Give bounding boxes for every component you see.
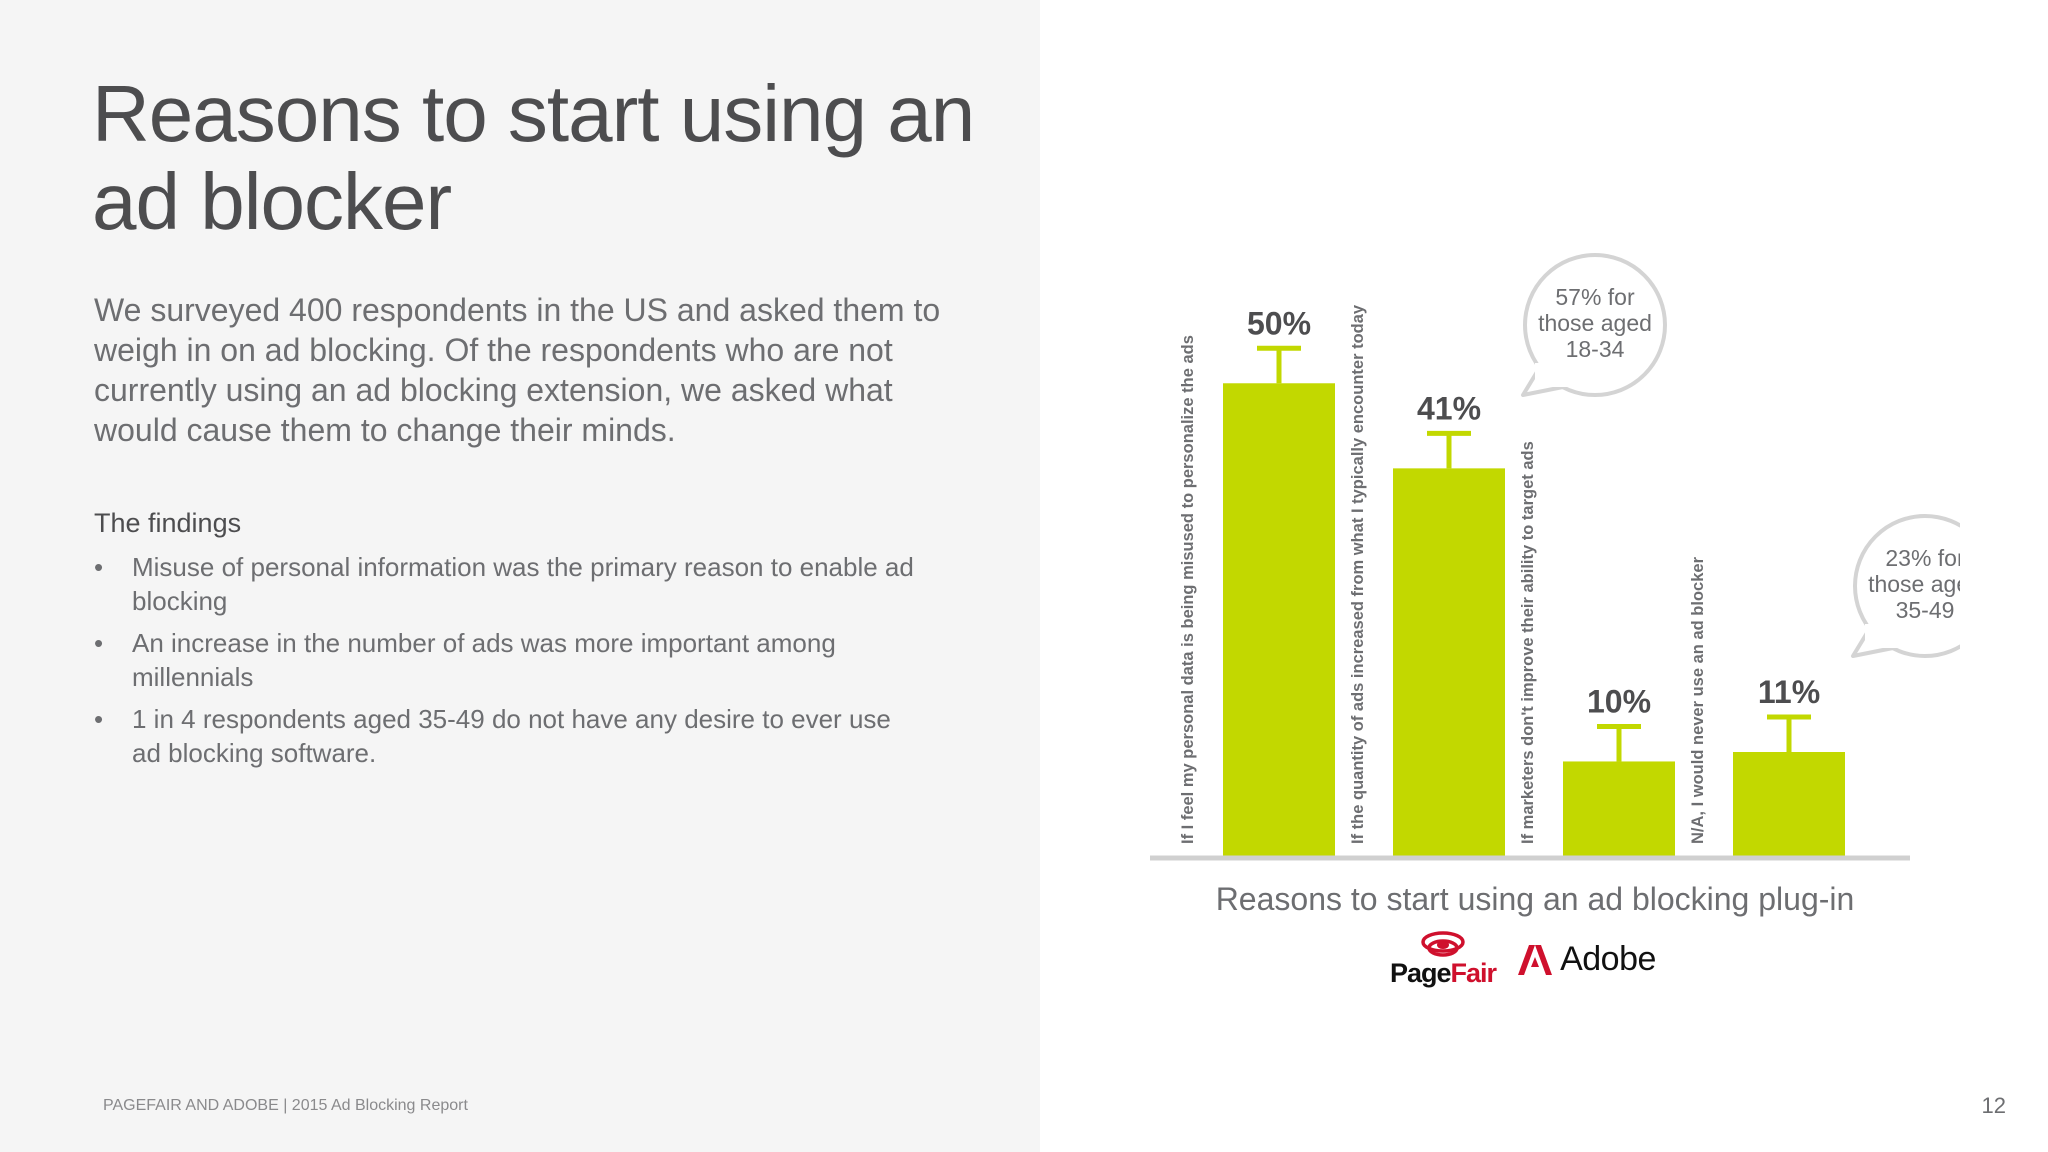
chart-title: Reasons to start using an ad blocking pl… xyxy=(1216,881,1855,917)
callout-mask xyxy=(1865,624,1899,648)
page-number: 12 xyxy=(1981,1093,2006,1118)
category-label: If I feel my personal data is being misu… xyxy=(1179,335,1197,844)
adobe-wordmark: Adobe xyxy=(1560,940,1656,978)
finding-text: An increase in the number of ads was mor… xyxy=(132,628,836,692)
findings-heading: The findings xyxy=(94,508,242,538)
bullet: • xyxy=(94,552,104,582)
callout-text: 18-34 xyxy=(1566,336,1625,362)
callout-text: 23% for xyxy=(1885,545,1960,571)
bar xyxy=(1393,468,1505,856)
data-label: 11% xyxy=(1758,674,1820,710)
category-label: If the quantity of ads increased from wh… xyxy=(1349,304,1367,844)
pagefair-word-fair: Fair xyxy=(1450,958,1498,988)
intro-paragraph: We surveyed 400 respondents in the US an… xyxy=(94,292,941,448)
adobe-icon xyxy=(1518,944,1553,975)
pagefair-logo: PageFair xyxy=(1390,930,1498,989)
finding-text: 1 in 4 respondents aged 35-49 do not hav… xyxy=(132,704,891,768)
category-label: If marketers don't improve their ability… xyxy=(1519,441,1537,844)
bullet: • xyxy=(94,704,104,734)
bullet: • xyxy=(94,628,104,658)
finding-text: Misuse of personal information was the p… xyxy=(132,552,914,616)
finding-item: • 1 in 4 respondents aged 35-49 do not ha… xyxy=(94,702,924,770)
callout-bubble xyxy=(1853,514,1960,658)
left-panel xyxy=(0,0,1040,1152)
page-title: Reasons to start using an ad blocker xyxy=(92,69,975,246)
finding-item: • Misuse of personal information was the … xyxy=(94,550,924,618)
data-label: 10% xyxy=(1587,683,1651,719)
logos: PageFair Adobe xyxy=(1390,930,1656,989)
bar-chart: 50% If I feel my personal data is being m… xyxy=(1150,253,1960,917)
callout-text: 35-49 xyxy=(1896,597,1955,623)
adobe-logo: Adobe xyxy=(1518,940,1656,979)
bar xyxy=(1563,761,1675,856)
data-label: 50% xyxy=(1247,305,1311,341)
pagefair-word-page: Page xyxy=(1390,958,1452,988)
callout-text: 57% for xyxy=(1555,284,1635,310)
footer-note: PAGEFAIR AND ADOBE | 2015 Ad Blocking Re… xyxy=(103,1097,468,1114)
callout-mask xyxy=(1535,363,1569,387)
pagefair-wordmark: PageFair xyxy=(1390,958,1498,989)
callout-text: those aged xyxy=(1868,571,1960,597)
bar xyxy=(1223,383,1335,856)
callout-bubble xyxy=(1523,253,1667,397)
findings-list: • Misuse of personal information was the … xyxy=(94,550,924,778)
callout-text: those aged xyxy=(1538,310,1652,336)
finding-item: • An increase in the number of ads was mo… xyxy=(94,626,924,694)
data-label: 41% xyxy=(1417,390,1481,426)
pagefair-icon xyxy=(1421,931,1465,957)
bar xyxy=(1733,752,1845,856)
category-label: N/A, I would never use an ad blocker xyxy=(1689,556,1707,844)
